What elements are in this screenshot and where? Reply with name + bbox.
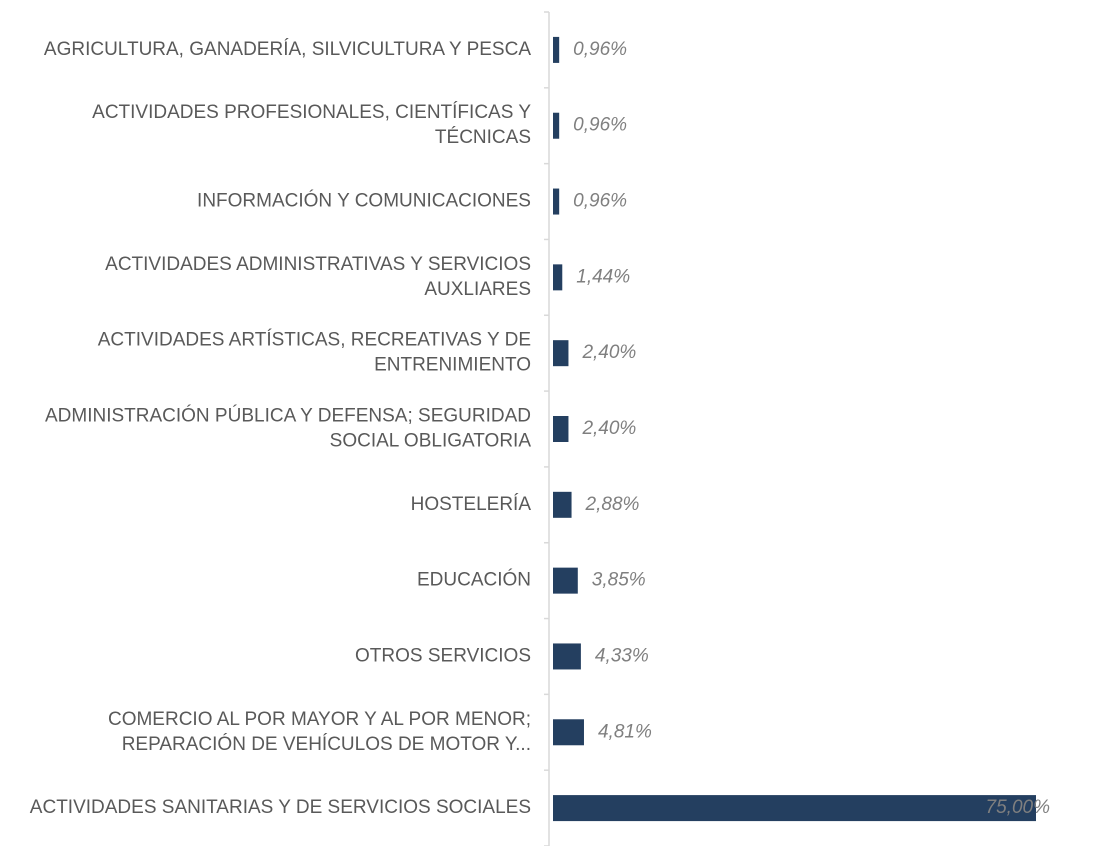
category-label: HOSTELERÍA xyxy=(411,494,532,515)
category-label: ADMINISTRACIÓN PÚBLICA Y DEFENSA; SEGURI… xyxy=(45,405,531,427)
bar xyxy=(553,643,581,670)
bar xyxy=(553,112,560,139)
category-label: TÉCNICAS xyxy=(435,127,531,148)
category-label: ACTIVIDADES PROFESIONALES, CIENTÍFICAS Y xyxy=(92,102,531,123)
bar xyxy=(553,416,569,442)
value-label: 2,88% xyxy=(585,494,640,515)
bar xyxy=(553,264,563,291)
value-label: 1,44% xyxy=(576,266,630,287)
value-label: 2,40% xyxy=(581,342,636,363)
bar xyxy=(553,340,569,367)
bar xyxy=(553,188,560,215)
category-label: ENTRENIMIENTO xyxy=(374,355,531,376)
category-label: INFORMACIÓN Y COMUNICACIONES xyxy=(197,190,531,212)
category-label: EDUCACIÓN xyxy=(417,569,531,591)
value-label: 0,96% xyxy=(573,39,627,60)
value-label: 0,96% xyxy=(573,115,627,136)
value-label: 75,00% xyxy=(986,797,1051,818)
category-label: ACTIVIDADES ADMINISTRATIVAS Y SERVICIOS xyxy=(105,254,531,275)
value-label: 4,33% xyxy=(595,645,649,666)
bar xyxy=(553,567,578,594)
category-label: AUXLIARES xyxy=(424,279,531,300)
category-label: SOCIAL OBLIGATORIA xyxy=(330,431,532,452)
value-label: 3,85% xyxy=(592,570,646,591)
value-label: 0,96% xyxy=(573,191,627,212)
bar xyxy=(553,36,560,63)
category-label: REPARACIÓN DE VEHÍCULOS DE MOTOR Y... xyxy=(122,733,531,755)
value-label: 4,81% xyxy=(598,721,652,742)
category-label: COMERCIO AL POR MAYOR Y AL POR MENOR; xyxy=(108,709,531,730)
category-label: AGRICULTURA, GANADERÍA, SILVICULTURA Y P… xyxy=(44,39,531,60)
bar xyxy=(553,719,584,746)
category-label: ACTIVIDADES ARTÍSTICAS, RECREATIVAS Y DE xyxy=(98,330,531,351)
bar xyxy=(553,795,1036,822)
category-label: ACTIVIDADES SANITARIAS Y DE SERVICIOS SO… xyxy=(30,797,531,818)
bar xyxy=(553,491,572,518)
category-label: OTROS SERVICIOS xyxy=(355,645,531,666)
value-label: 2,40% xyxy=(581,418,636,439)
